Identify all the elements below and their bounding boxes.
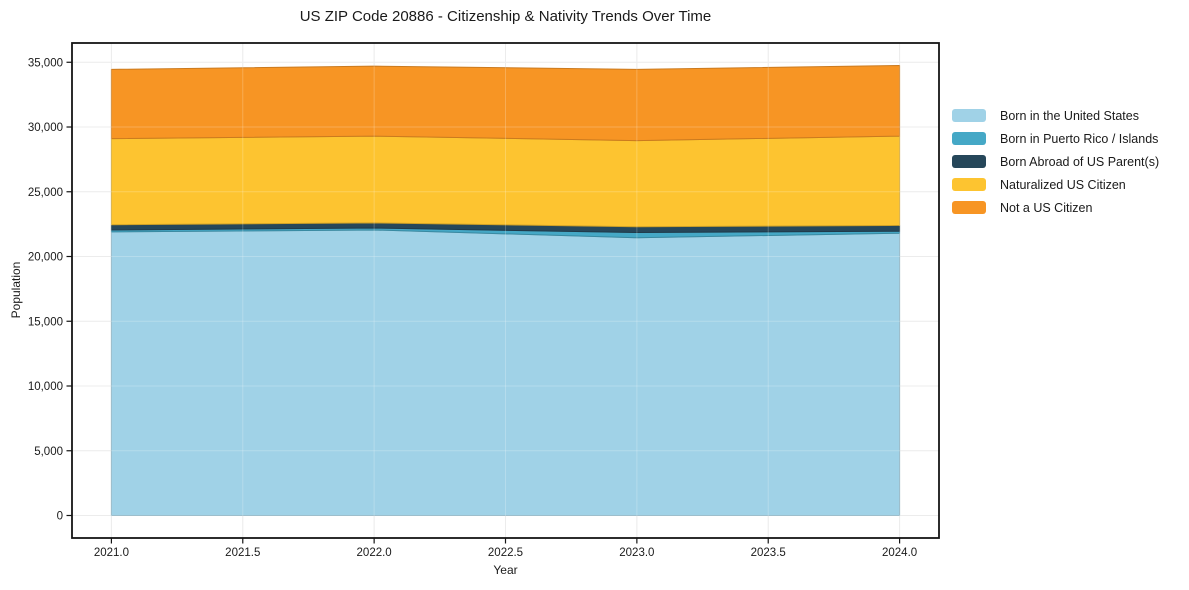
legend-swatch: [952, 178, 986, 191]
legend: Born in the United States Born in Puerto …: [952, 104, 1159, 219]
legend-label: Born Abroad of US Parent(s): [1000, 154, 1160, 169]
y-tick-label: 20,000: [28, 252, 63, 264]
legend-swatch: [952, 201, 986, 214]
legend-item-born-in-puerto-rico-islands: Born in Puerto Rico / Islands: [952, 127, 1159, 150]
x-tick-label: 2023.0: [619, 547, 654, 559]
legend-item-born-abroad-of-us-parent-s: Born Abroad of US Parent(s): [952, 150, 1159, 173]
legend-label: Born in Puerto Rico / Islands: [1000, 131, 1159, 146]
x-tick-label: 2022.0: [357, 547, 392, 559]
x-axis-label: Year: [493, 563, 518, 577]
legend-item-born-in-the-united-states: Born in the United States: [952, 104, 1159, 127]
chart-title: US ZIP Code 20886 - Citizenship & Nativi…: [299, 8, 712, 25]
legend-swatch: [952, 109, 986, 122]
y-tick-label: 35,000: [28, 57, 63, 69]
legend-swatch: [952, 155, 986, 168]
legend-item-not-a-us-citizen: Not a US Citizen: [952, 196, 1159, 219]
legend-swatch: [952, 132, 986, 145]
y-axis-label: Population: [9, 261, 23, 319]
x-tick-label: 2023.5: [751, 547, 786, 559]
y-tick-label: 10,000: [28, 381, 63, 393]
y-tick-label: 30,000: [28, 122, 63, 134]
legend-item-naturalized-us-citizen: Naturalized US Citizen: [952, 173, 1159, 196]
x-tick-label: 2021.0: [94, 547, 129, 559]
legend-label: Naturalized US Citizen: [1000, 177, 1126, 192]
area-not-a-us-citizen: [110, 65, 901, 142]
legend-label: Not a US Citizen: [1000, 200, 1093, 215]
x-tick-label: 2022.5: [488, 547, 523, 559]
y-tick-label: 5,000: [34, 446, 63, 458]
y-tick-label: 25,000: [28, 187, 63, 199]
legend-label: Born in the United States: [1000, 108, 1139, 123]
y-tick-label: 0: [57, 511, 63, 523]
x-tick-label: 2021.5: [225, 547, 260, 559]
x-tick-label: 2024.0: [882, 547, 917, 559]
y-tick-label: 15,000: [28, 316, 63, 328]
